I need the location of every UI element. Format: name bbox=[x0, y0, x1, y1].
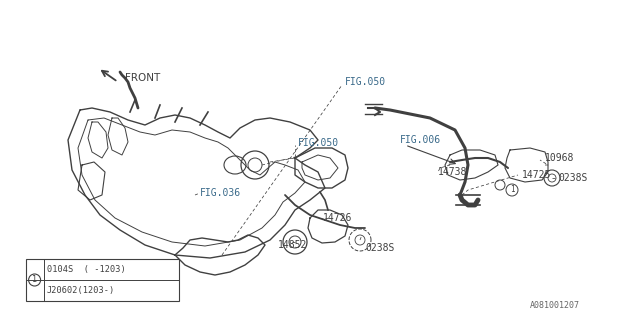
Text: 1: 1 bbox=[509, 186, 515, 195]
Text: 14738: 14738 bbox=[438, 167, 467, 177]
Bar bbox=[26, 259, 179, 301]
Text: FRONT: FRONT bbox=[125, 73, 160, 83]
Text: FIG.036: FIG.036 bbox=[200, 188, 241, 198]
Text: 10968: 10968 bbox=[545, 153, 574, 163]
Text: 0238S: 0238S bbox=[365, 243, 394, 253]
Text: 14725: 14725 bbox=[522, 170, 552, 180]
Text: FIG.050: FIG.050 bbox=[298, 138, 339, 148]
Text: 14852: 14852 bbox=[278, 240, 307, 250]
Text: 1: 1 bbox=[32, 276, 37, 284]
Text: 14726: 14726 bbox=[323, 213, 353, 223]
Text: FIG.050: FIG.050 bbox=[345, 77, 386, 87]
Text: J20602(1203-): J20602(1203-) bbox=[47, 286, 115, 295]
Text: 0104S  ( -1203): 0104S ( -1203) bbox=[47, 265, 125, 274]
Text: A081001207: A081001207 bbox=[530, 301, 580, 310]
Text: FIG.006: FIG.006 bbox=[400, 135, 441, 145]
Text: 0238S: 0238S bbox=[558, 173, 588, 183]
